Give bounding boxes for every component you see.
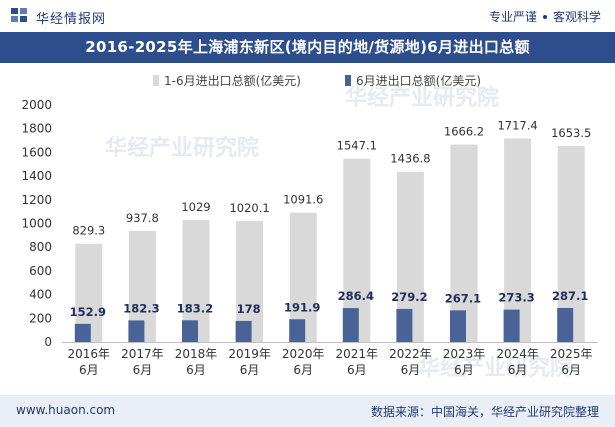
bar-june xyxy=(235,320,252,342)
value-label-june: 178 xyxy=(237,302,261,316)
y-tick-label: 2000 xyxy=(21,98,52,112)
value-label-june: 267.1 xyxy=(445,291,481,305)
bar-cumulative xyxy=(450,144,478,342)
brand-name: 华经情报网 xyxy=(36,12,107,27)
y-tick-label: 1800 xyxy=(21,122,52,136)
legend: 1-6月进出口总额(亿美元) 6月进出口总额(亿美元) xyxy=(153,73,481,88)
x-tick-label: 2024年 6月 xyxy=(496,347,539,377)
footer: www.huaon.com 数据来源：中国海关，华经产业研究院整理 xyxy=(0,395,615,427)
value-label-june: 152.9 xyxy=(70,305,106,319)
y-tick-label: 600 xyxy=(29,264,52,278)
value-label-cumulative: 1436.8 xyxy=(390,152,430,166)
y-tick-label: 1200 xyxy=(21,193,52,207)
bar-june xyxy=(289,319,306,342)
bar-june xyxy=(557,307,574,342)
legend-label-1: 1-6月进出口总额(亿美元) xyxy=(164,73,301,88)
x-tick-label: 2025年 6月 xyxy=(550,347,593,377)
legend-swatch-1 xyxy=(153,75,159,86)
x-tick-label: 2019年 6月 xyxy=(228,347,271,377)
value-label-cumulative: 1020.1 xyxy=(229,201,269,215)
y-tick-label: 400 xyxy=(29,288,52,302)
footer-url-link[interactable]: www.huaon.com xyxy=(16,403,116,417)
bar-series xyxy=(74,138,585,342)
watermark-text: 华经产业研究院 xyxy=(418,355,572,381)
value-label-june: 279.2 xyxy=(391,290,427,304)
value-label-cumulative: 1717.4 xyxy=(497,118,537,132)
y-tick-label: 1600 xyxy=(21,145,52,159)
y-axis: 0 200 400 600 800 1000 1200 1400 1600 1800 2000 xyxy=(21,98,598,349)
legend-swatch-2 xyxy=(345,75,351,86)
bar-cumulative xyxy=(504,138,532,342)
bar-june xyxy=(182,320,198,342)
y-tick-label: 0 xyxy=(44,335,52,349)
tagline: 专业严谨 客观科学 xyxy=(489,8,601,25)
logo-icon xyxy=(11,8,27,22)
value-label-cumulative: 1666.2 xyxy=(444,125,484,139)
bar-june xyxy=(450,310,466,342)
x-tick-label: 2020年 6月 xyxy=(282,347,325,377)
value-label-cumulative: 1547.1 xyxy=(337,139,377,153)
y-tick-label: 800 xyxy=(29,240,52,254)
legend-label-2: 6月进出口总额(亿美元) xyxy=(356,73,481,88)
top-bar: 华经情报网 专业严谨 客观科学 xyxy=(0,0,615,32)
bar-june xyxy=(74,323,91,342)
x-tick-label: 2022年 6月 xyxy=(389,347,432,377)
bar-june xyxy=(342,308,359,342)
bar-june xyxy=(396,308,413,342)
x-tick-label: 2018年 6月 xyxy=(175,347,218,377)
value-label-june: 273.3 xyxy=(498,291,534,305)
value-label-june: 182.3 xyxy=(123,301,159,315)
watermark-text: 华经产业研究院 xyxy=(105,135,259,161)
x-axis-labels: 2016年 6月 2017年 6月 2018年 6月 2019年 6月 2020年 6月 2021年… xyxy=(68,347,593,377)
value-label-cumulative: 1653.5 xyxy=(551,126,591,140)
watermark-text: 华经产业研究院 xyxy=(345,85,499,111)
value-label-cumulative: 937.8 xyxy=(126,211,159,225)
chart-title: 2016-2025年上海浦东新区(境内目的地/货源地)6月进出口总额 xyxy=(0,32,615,63)
data-source: 数据来源：中国海关，华经产业研究院整理 xyxy=(370,405,599,419)
value-labels: 829.3 152.9 937.8 182.3 1029 183.2 1020.1 178 10… xyxy=(70,118,592,318)
bar-june xyxy=(503,309,520,342)
x-tick-label: 2016年 6月 xyxy=(68,347,111,377)
x-tick-label: 2023年 6月 xyxy=(443,347,486,377)
y-tick-label: 200 xyxy=(29,311,52,325)
bar-june xyxy=(128,320,145,342)
y-tick-label: 1400 xyxy=(21,169,52,183)
value-label-june: 287.1 xyxy=(552,289,588,303)
value-label-cumulative: 1091.6 xyxy=(283,193,323,207)
value-label-june: 286.4 xyxy=(338,289,374,303)
x-tick-label: 2017年 6月 xyxy=(121,347,164,377)
tagline-right: 客观科学 xyxy=(552,10,601,24)
value-label-cumulative: 829.3 xyxy=(72,224,105,238)
value-label-june: 191.9 xyxy=(284,300,320,314)
value-label-june: 183.2 xyxy=(177,301,213,315)
x-tick-label: 2021年 6月 xyxy=(336,347,379,377)
value-label-cumulative: 1029 xyxy=(181,200,210,214)
separator-dot-icon xyxy=(542,14,547,19)
tagline-left: 专业严谨 xyxy=(488,10,537,24)
y-tick-label: 1000 xyxy=(21,217,52,231)
